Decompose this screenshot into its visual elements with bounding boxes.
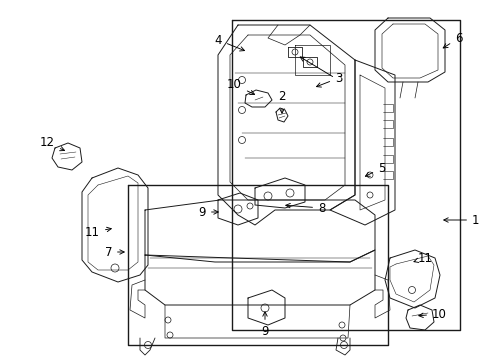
Text: 9: 9 [261, 312, 268, 338]
Text: 11: 11 [85, 225, 111, 238]
Text: 6: 6 [442, 31, 462, 48]
Text: 3: 3 [316, 72, 342, 87]
Text: 5: 5 [365, 162, 385, 176]
Text: 12: 12 [40, 136, 64, 151]
Text: 9: 9 [198, 206, 218, 219]
Text: 8: 8 [285, 202, 325, 215]
Text: 1: 1 [443, 213, 479, 226]
Text: 4: 4 [214, 33, 244, 51]
Text: 7: 7 [104, 246, 124, 258]
Text: 10: 10 [418, 307, 446, 320]
Text: 11: 11 [413, 252, 432, 265]
Text: 2: 2 [278, 90, 285, 113]
Text: 10: 10 [226, 78, 254, 95]
